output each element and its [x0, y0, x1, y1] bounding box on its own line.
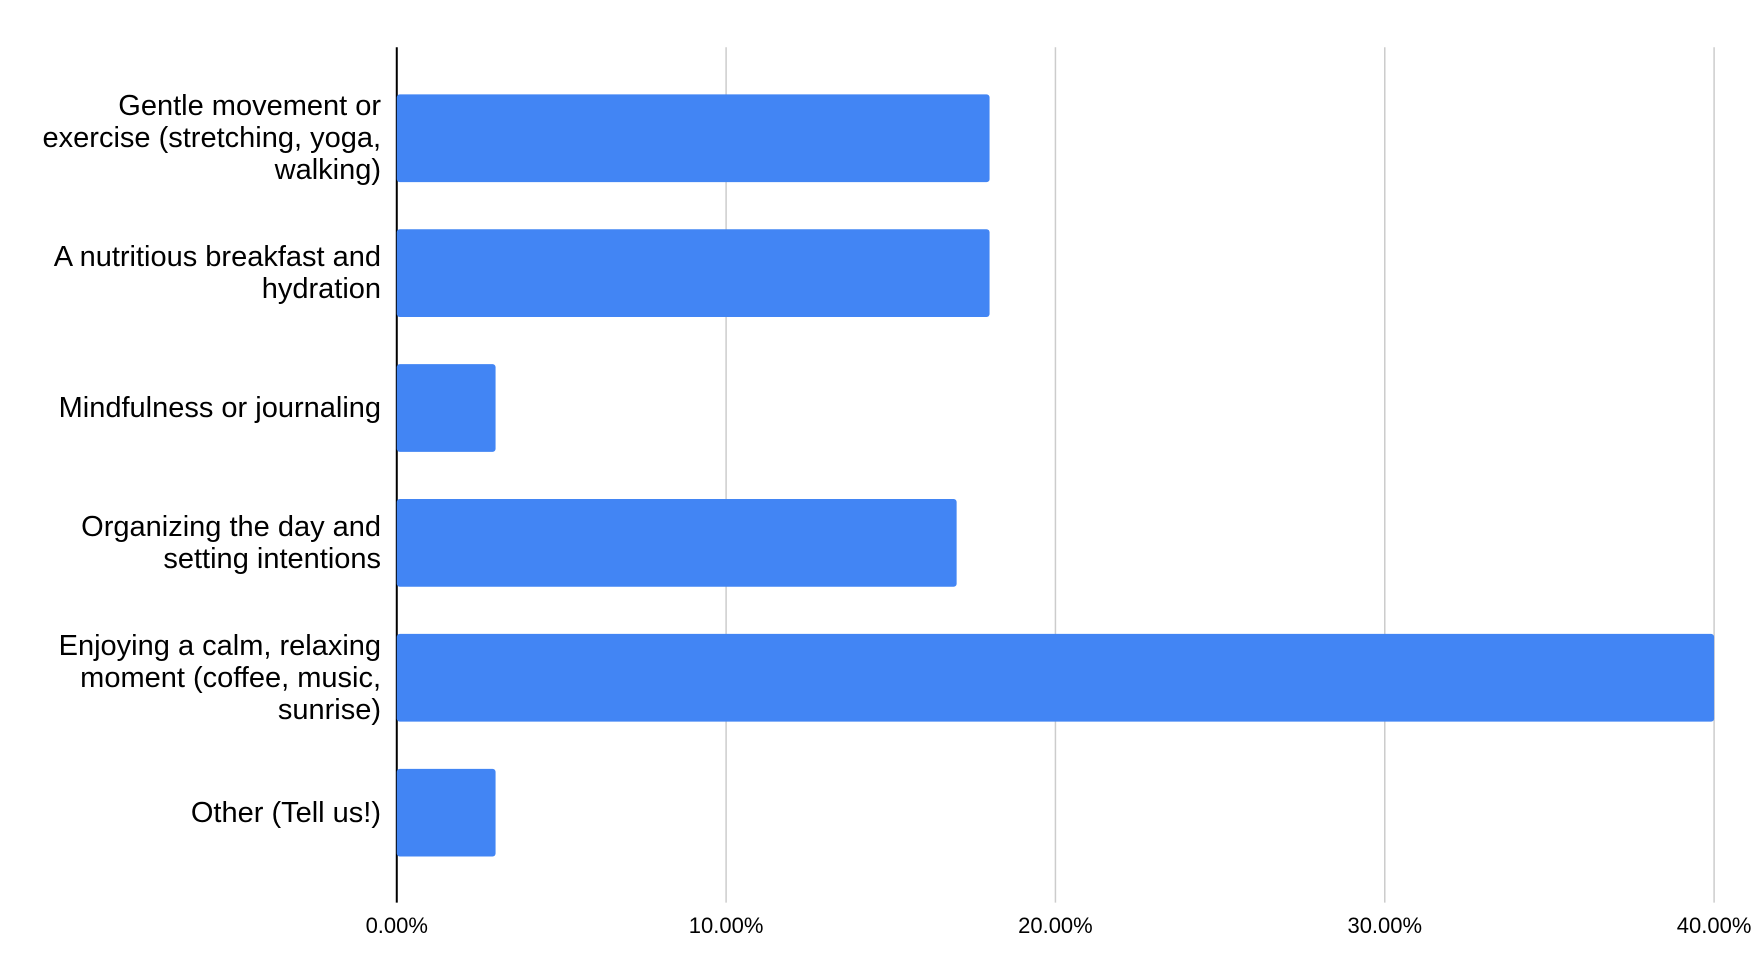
y-tick-label: A nutritious breakfast and hydration [53, 241, 382, 306]
bar [396, 229, 990, 317]
x-tick-label: 20.00% [1018, 913, 1093, 938]
y-tick-label: Other (Tell us!) [190, 796, 382, 829]
x-tick-label: 30.00% [1347, 913, 1422, 938]
bar [396, 499, 957, 587]
bar [396, 633, 1715, 722]
y-tick-label: Gentle movement or exercise (stretching,… [42, 90, 382, 187]
bar [396, 364, 496, 452]
y-tick-label: Organizing the day and setting intention… [81, 510, 382, 575]
y-tick-label: Mindfulness or journaling [58, 392, 382, 424]
bar [396, 94, 990, 183]
x-tick-label: 10.00% [689, 913, 764, 938]
bar [396, 768, 496, 857]
x-tick-label: 0.00% [366, 913, 428, 938]
y-tick-label: Enjoying a calm, relaxing moment (coffee… [58, 629, 382, 726]
x-tick-label: 40.00% [1677, 913, 1752, 938]
